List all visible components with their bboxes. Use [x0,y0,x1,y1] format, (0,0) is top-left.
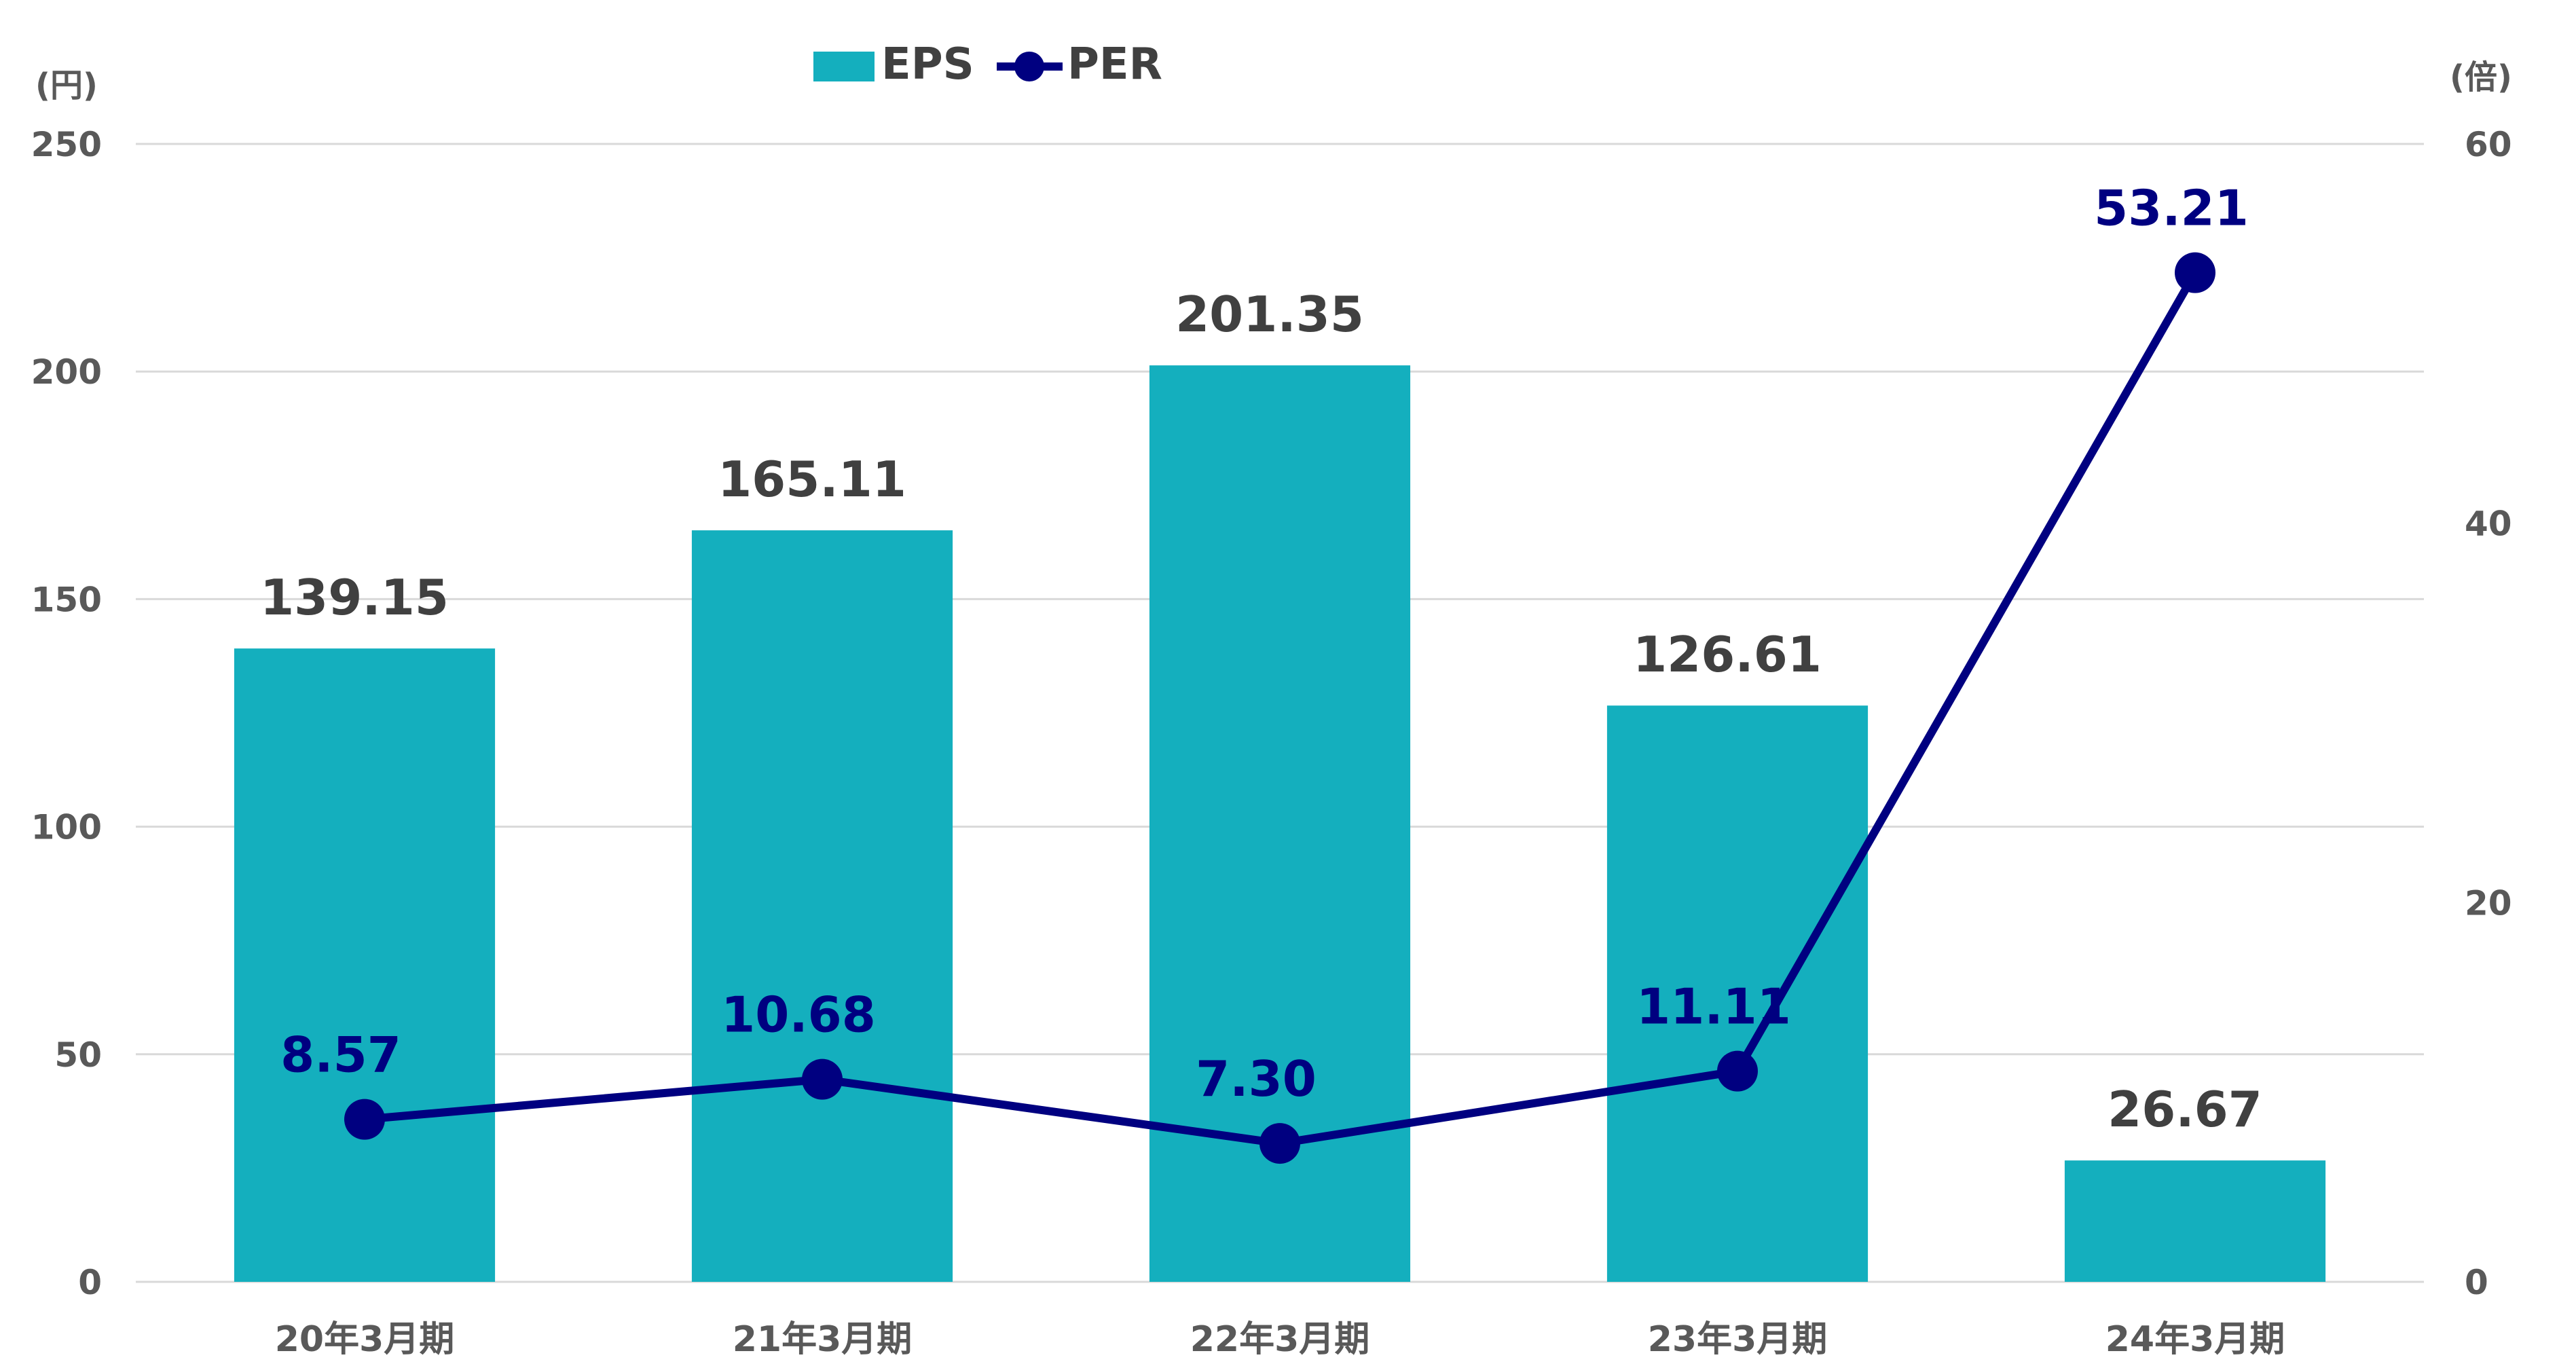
per-marker [802,1058,843,1100]
eps-value-label: 139.15 [260,569,449,626]
per-line [344,252,2215,1164]
eps-bar [2064,1160,2326,1282]
left-tick-label: 200 [31,352,102,392]
legend: EPS PER [813,39,1162,90]
right-tick-label: 20 [2465,883,2512,923]
left-tick-label: 100 [31,808,102,847]
eps-bar [1606,705,1869,1282]
category-label: 20年3月期 [275,1319,455,1360]
right-axis-unit: (倍) [2450,58,2512,96]
data-labels: 139.15 165.11 201.35 126.61 26.67 8.57 10.68 7.… [260,180,2262,1139]
per-value-label: 8.57 [280,1027,401,1084]
left-axis-unit: (円) [35,67,98,105]
right-tick-label: 40 [2465,504,2512,544]
category-label: 23年3月期 [1648,1319,1828,1360]
per-marker [1259,1123,1300,1164]
right-tick-label: 0 [2465,1263,2488,1302]
per-marker [344,1099,385,1140]
category-label: 24年3月期 [2105,1319,2285,1360]
eps-value-label: 201.35 [1175,286,1364,343]
per-value-label: 53.21 [2094,180,2249,237]
eps-value-label: 26.67 [2108,1081,2262,1138]
legend-eps-swatch [813,52,875,81]
per-marker [2175,252,2215,293]
eps-value-label: 165.11 [718,451,906,508]
left-tick-label: 150 [31,580,102,619]
eps-bar [234,648,496,1282]
left-tick-label: 0 [78,1263,102,1302]
left-tick-label: 50 [54,1035,102,1075]
per-value-label: 10.68 [721,987,876,1044]
eps-bar [691,530,953,1282]
legend-per-marker [1014,52,1044,81]
legend-eps-label: EPS [881,39,974,90]
per-marker [1717,1050,1758,1092]
eps-value-label: 126.61 [1633,626,1822,683]
left-tick-label: 250 [31,125,102,164]
right-tick-label: 60 [2465,125,2512,164]
category-label: 22年3月期 [1190,1319,1370,1360]
per-value-label: 7.30 [1196,1050,1317,1107]
category-label: 21年3月期 [733,1319,913,1360]
legend-per-label: PER [1067,39,1162,90]
axes: 0 50 100 150 200 250 0 20 40 60 (円) (倍) 20年3月期 21年3月期… [31,58,2512,1360]
per-value-label: 11.11 [1636,978,1791,1035]
